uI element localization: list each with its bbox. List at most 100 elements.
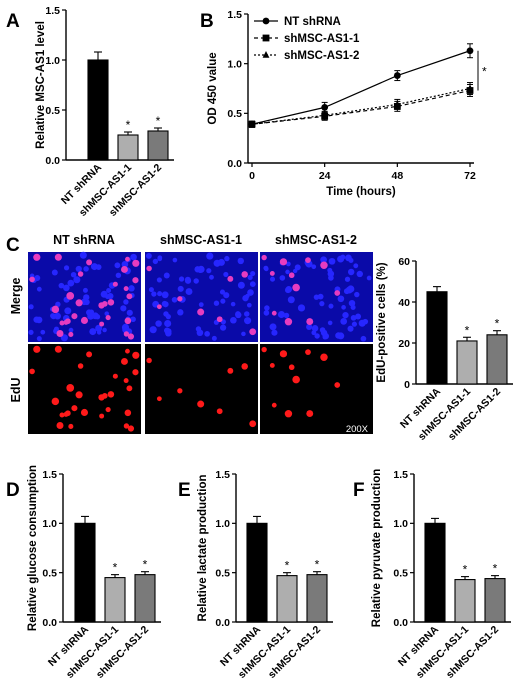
y-axis-label: Relative glucose consumption — [27, 465, 39, 631]
edu-positive-cell — [132, 277, 139, 284]
bar — [104, 577, 126, 623]
bar — [426, 291, 448, 385]
edu-positive-cell — [101, 301, 108, 307]
nucleus-dot — [54, 312, 61, 320]
edu-positive-cell — [105, 315, 111, 321]
micrograph-column-title: shMSC-AS1-1 — [160, 233, 242, 247]
edu-positive-cell — [51, 397, 60, 406]
edu-positive-cell — [127, 333, 135, 340]
nucleus-dot — [350, 315, 357, 321]
y-tick-label: 0.0 — [393, 617, 408, 629]
nucleus-dot — [128, 285, 135, 292]
nucleus-dot — [213, 300, 220, 306]
edu-micrograph-grid: NT shRNA shMSC-AS1-1 shMSC-AS1-2 Merge E… — [9, 233, 373, 435]
nucleus-dot — [193, 278, 199, 284]
bar — [484, 578, 506, 623]
legend-marker — [262, 51, 270, 58]
edu-positive-cell — [29, 368, 35, 375]
y-tick-label: 0.5 — [227, 108, 242, 120]
nucleus-dot — [327, 320, 333, 326]
edu-positive-cell — [177, 388, 183, 394]
edu-positive-cell — [51, 305, 60, 314]
edu-positive-cell — [71, 313, 78, 320]
bar — [454, 579, 476, 623]
edu-positive-cell — [112, 373, 118, 379]
nucleus-dot — [130, 316, 136, 323]
edu-positive-cell — [121, 265, 128, 273]
nucleus-dot — [194, 266, 201, 273]
edu-micrograph — [28, 344, 141, 434]
y-axis-label: Relative MSC-AS1 level — [35, 21, 47, 149]
edu-positive-cell — [271, 310, 277, 316]
legend-label: shMSC-AS1-1 — [284, 33, 360, 45]
nucleus-dot — [360, 335, 367, 342]
nucleus-dot — [211, 335, 217, 341]
y-tick-label: 1.0 — [215, 518, 230, 530]
nucleus-dot — [68, 327, 74, 333]
nucleus-dot — [50, 313, 56, 319]
nucleus-dot — [286, 261, 291, 267]
data-point — [393, 100, 401, 108]
panel-label-d: D — [6, 480, 20, 501]
nucleus-dot — [157, 291, 163, 297]
edu-positive-cell — [66, 384, 75, 392]
nucleus-dot — [145, 252, 152, 259]
edu-positive-cell — [197, 400, 205, 408]
nucleus-dot — [337, 295, 345, 303]
edu-positive-cell — [284, 318, 293, 326]
edu-positive-cell — [292, 375, 300, 384]
nucleus-dot — [198, 302, 204, 308]
edu-micrograph — [260, 344, 373, 434]
nucleus-dot — [36, 336, 42, 342]
edu-positive-cell — [29, 276, 35, 283]
nucleus-dot — [55, 301, 61, 307]
edu-positive-cell — [66, 292, 75, 300]
nucleus-dot — [73, 276, 81, 284]
edu-positive-cell — [121, 357, 128, 365]
edu-positive-cell — [216, 408, 223, 415]
nucleus-dot — [283, 312, 290, 319]
y-tick-label: 60 — [398, 256, 410, 268]
nucleus-dot — [163, 311, 169, 317]
nucleus-dot — [53, 326, 60, 332]
nucleus-dot — [104, 311, 110, 316]
nucleus-dot — [246, 302, 252, 308]
nucleus-dot — [271, 329, 278, 336]
nucleus-dot — [247, 289, 254, 296]
nucleus-dot — [311, 330, 317, 336]
nucleus-dot — [60, 334, 68, 342]
nucleus-dot — [67, 279, 75, 287]
edu-positive-cell — [107, 391, 115, 398]
x-tick-label: 48 — [391, 170, 403, 182]
panel-label-f: F — [353, 480, 365, 501]
edu-positive-cell — [86, 259, 93, 266]
nucleus-dot — [237, 281, 245, 289]
nucleus-dot — [355, 313, 362, 320]
edu-positive-cell — [216, 316, 223, 323]
bar — [147, 130, 169, 161]
nucleus-dot — [285, 269, 290, 275]
edu-positive-cell — [320, 353, 328, 361]
significance-marker: * — [463, 563, 468, 577]
nucleus-dot — [269, 276, 276, 282]
nucleus-dot — [184, 277, 192, 284]
nucleus-dot — [79, 251, 87, 259]
legend-label: NT shRNA — [284, 16, 341, 28]
nucleus-dot — [277, 311, 285, 319]
x-category-label: shMSC-AS1-1 — [414, 624, 471, 681]
nucleus-dot — [157, 255, 163, 261]
nucleus-dot — [185, 288, 193, 296]
edu-positive-cell — [77, 363, 84, 369]
edu-micrograph — [145, 344, 258, 434]
edu-positive-cell — [75, 299, 83, 307]
micrograph-column-title: NT shRNA — [53, 233, 115, 247]
x-axis-label: Time (hours) — [326, 186, 396, 198]
edu-positive-cell — [284, 410, 293, 418]
edu-positive-cell — [33, 345, 41, 353]
nucleus-dot — [328, 257, 336, 265]
nucleus-dot — [362, 318, 369, 325]
x-category-label: shMSC-AS1-1 — [236, 624, 293, 681]
nucleus-dot — [155, 320, 162, 327]
nucleus-dot — [366, 275, 372, 281]
